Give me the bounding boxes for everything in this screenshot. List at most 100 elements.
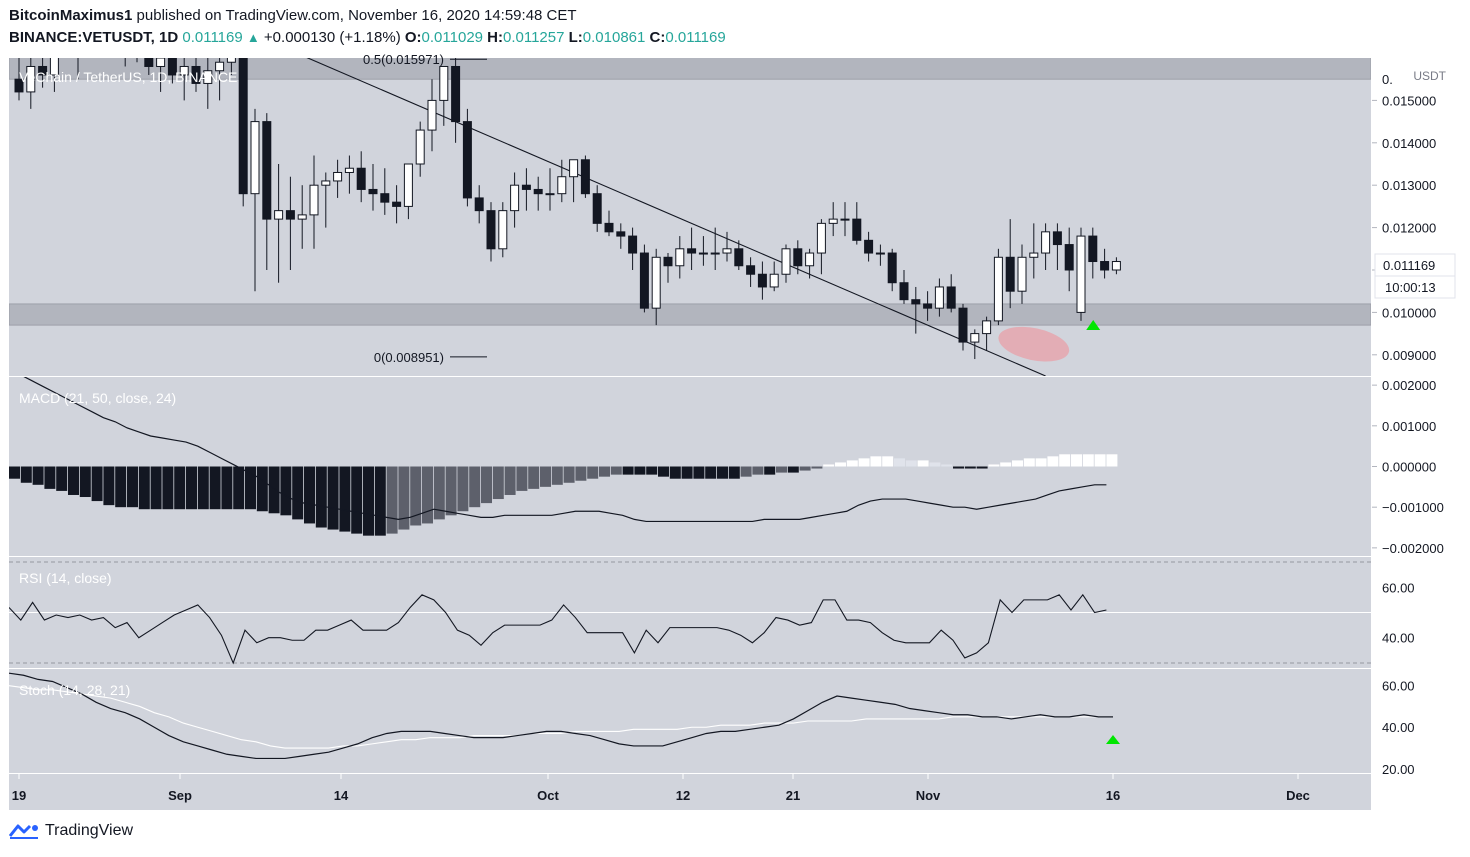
- candle[interactable]: [781, 244, 791, 283]
- stoch-panel-bg[interactable]: [9, 669, 1371, 773]
- candle[interactable]: [875, 244, 885, 266]
- candle[interactable]: [203, 58, 213, 109]
- candle[interactable]: [1100, 248, 1110, 279]
- candle[interactable]: [62, 7, 70, 58]
- candle[interactable]: [1005, 219, 1015, 309]
- candle[interactable]: [1052, 223, 1062, 270]
- stoch-plot[interactable]: [9, 672, 1113, 760]
- candle[interactable]: [215, 50, 225, 101]
- candle[interactable]: [734, 240, 744, 270]
- candle[interactable]: [191, 41, 201, 92]
- candle[interactable]: [368, 164, 378, 211]
- symbol-name[interactable]: BINANCE:VETUSDT, 1D: [9, 29, 179, 46]
- candle[interactable]: [333, 159, 343, 198]
- candle[interactable]: [121, 16, 129, 67]
- candle[interactable]: [285, 176, 295, 270]
- candle[interactable]: [250, 108, 260, 292]
- candle[interactable]: [179, 50, 189, 101]
- candle[interactable]: [439, 65, 449, 126]
- candle[interactable]: [769, 261, 779, 292]
- candle[interactable]: [238, 33, 248, 207]
- candle[interactable]: [628, 227, 638, 270]
- candle[interactable]: [262, 113, 272, 270]
- candle[interactable]: [616, 223, 626, 249]
- candle[interactable]: [462, 108, 472, 207]
- candle[interactable]: [167, 37, 177, 84]
- candle[interactable]: [746, 257, 756, 287]
- candle[interactable]: [982, 316, 992, 351]
- candle[interactable]: [899, 270, 909, 304]
- author-name[interactable]: BitcoinMaximus1: [9, 7, 133, 24]
- candle[interactable]: [592, 185, 602, 232]
- candle[interactable]: [1088, 227, 1098, 279]
- rsi-plot[interactable]: [9, 561, 1371, 665]
- candle[interactable]: [816, 219, 826, 275]
- candle[interactable]: [321, 172, 331, 228]
- candle[interactable]: [474, 185, 484, 224]
- candle[interactable]: [805, 248, 815, 279]
- candle[interactable]: [663, 253, 673, 283]
- candle[interactable]: [698, 236, 708, 266]
- candle[interactable]: [1111, 257, 1121, 275]
- candle[interactable]: [840, 202, 850, 237]
- time-axis-bg[interactable]: [9, 774, 1371, 810]
- macd-plot[interactable]: [9, 369, 1118, 536]
- candle[interactable]: [486, 202, 496, 262]
- candle[interactable]: [793, 240, 803, 275]
- candle[interactable]: [344, 155, 354, 194]
- candle[interactable]: [144, 24, 154, 75]
- candle[interactable]: [86, 0, 94, 58]
- candle[interactable]: [49, 16, 59, 92]
- candle[interactable]: [109, 0, 117, 58]
- candle[interactable]: [1029, 223, 1039, 279]
- candle[interactable]: [639, 244, 649, 313]
- candle[interactable]: [451, 58, 461, 143]
- candle[interactable]: [946, 274, 956, 313]
- candle[interactable]: [356, 151, 366, 203]
- candle[interactable]: [651, 248, 661, 326]
- candle[interactable]: [557, 159, 567, 203]
- candle[interactable]: [722, 231, 732, 262]
- candle[interactable]: [604, 210, 614, 237]
- candle[interactable]: [993, 248, 1003, 326]
- candle[interactable]: [498, 202, 508, 258]
- candle[interactable]: [38, 37, 48, 88]
- candle[interactable]: [226, 33, 236, 75]
- candle[interactable]: [521, 168, 531, 211]
- candle[interactable]: [1064, 227, 1074, 292]
- candle[interactable]: [569, 159, 579, 203]
- candle[interactable]: [757, 261, 767, 300]
- candle[interactable]: [392, 185, 402, 224]
- descending-trendline[interactable]: [239, 28, 1046, 376]
- candle[interactable]: [156, 50, 166, 92]
- candle[interactable]: [687, 227, 697, 270]
- candle[interactable]: [26, 58, 36, 109]
- candle[interactable]: [887, 248, 897, 292]
- price-plot[interactable]: [9, 0, 1371, 376]
- candle[interactable]: [545, 168, 555, 211]
- candle[interactable]: [98, 0, 106, 37]
- candle[interactable]: [934, 278, 944, 317]
- candle[interactable]: [14, 45, 24, 101]
- price-panel-bg[interactable]: [9, 58, 1371, 376]
- candle[interactable]: [958, 303, 968, 351]
- candle[interactable]: [403, 163, 413, 220]
- candle[interactable]: [380, 168, 390, 215]
- candle[interactable]: [1017, 244, 1027, 304]
- candle[interactable]: [427, 79, 437, 152]
- candle[interactable]: [923, 291, 933, 321]
- candle[interactable]: [297, 185, 307, 249]
- candle[interactable]: [864, 231, 874, 262]
- candle[interactable]: [911, 286, 921, 334]
- candle[interactable]: [710, 227, 720, 270]
- tradingview-brand[interactable]: TradingView: [9, 822, 133, 840]
- candle[interactable]: [970, 329, 980, 360]
- candle[interactable]: [675, 236, 685, 279]
- candle[interactable]: [274, 164, 284, 283]
- candle[interactable]: [580, 155, 590, 198]
- candle[interactable]: [415, 121, 425, 177]
- candle[interactable]: [510, 172, 520, 228]
- candle[interactable]: [828, 202, 838, 237]
- candle[interactable]: [309, 155, 319, 249]
